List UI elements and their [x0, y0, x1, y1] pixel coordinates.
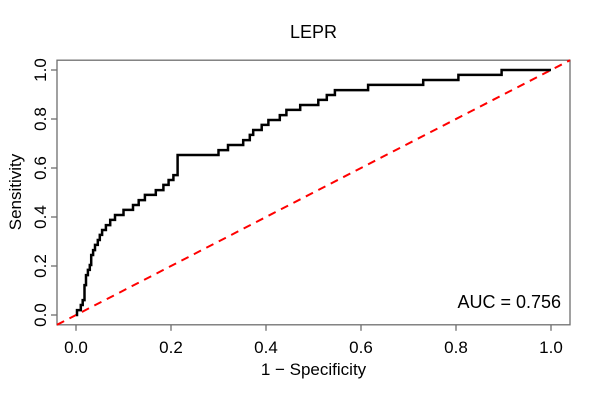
plot-box [56, 59, 571, 326]
x-tick-label: 0.2 [159, 338, 183, 357]
y-tick-label: 0.2 [31, 254, 50, 278]
y-axis-label: Sensitivity [6, 153, 25, 231]
x-tick-label: 0.0 [64, 338, 88, 357]
y-tick-label: 0.0 [31, 303, 50, 327]
x-tick-label: 0.6 [349, 338, 373, 357]
y-tick-label: 1.0 [31, 58, 50, 82]
roc-curve [75, 68, 551, 317]
y-tick-label: 0.8 [31, 107, 50, 131]
auc-annotation: AUC = 0.756 [457, 292, 561, 312]
chance-diagonal-line [56, 59, 571, 326]
x-axis-label: 1 − Specificity [260, 360, 367, 379]
y-tick-label: 0.4 [31, 205, 50, 229]
x-tick-label: 1.0 [539, 338, 563, 357]
x-tick-label: 0.4 [254, 338, 278, 357]
x-tick-label: 0.8 [444, 338, 468, 357]
y-tick-label: 0.6 [31, 156, 50, 180]
chart-title: LEPR [289, 22, 338, 42]
